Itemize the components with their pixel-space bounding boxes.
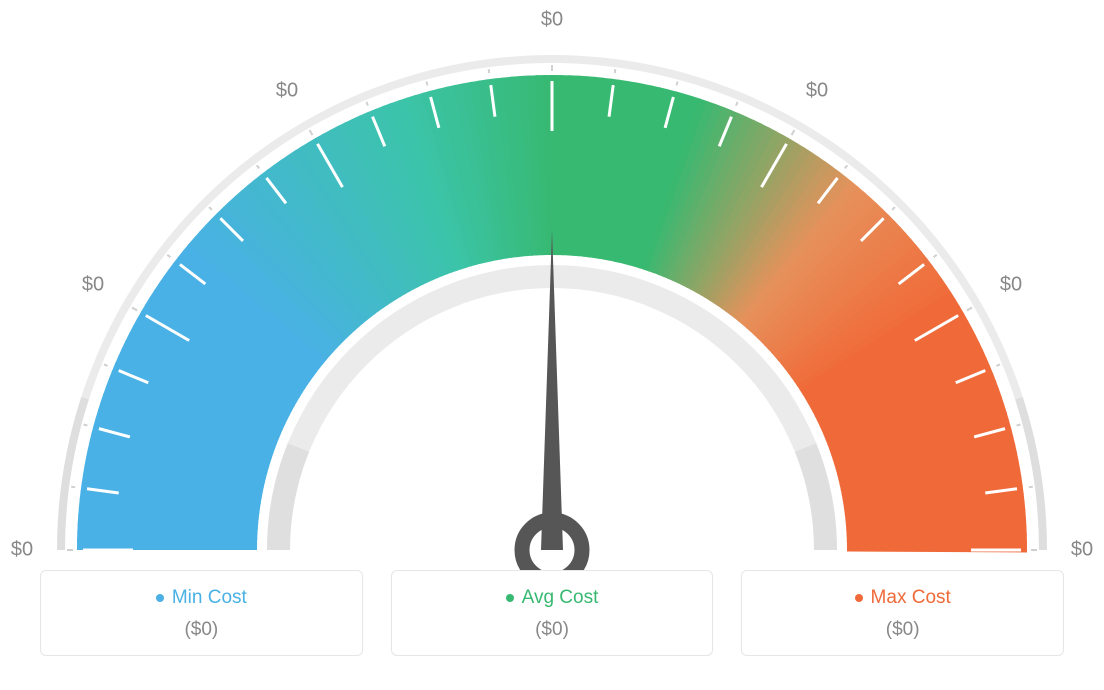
legend-label-min: Min Cost [172,587,247,609]
gauge-scale-label: $0 [541,9,563,32]
gauge-scale-label: $0 [1000,274,1022,297]
legend-title-avg: Avg Cost [506,587,599,609]
gauge-scale-label: $0 [11,539,33,562]
legend-title-max: Max Cost [855,587,951,609]
gauge-scale-label: $0 [82,274,104,297]
legend-value-min: ($0) [41,619,362,641]
legend-card-min: Min Cost ($0) [40,570,363,656]
legend-value-max: ($0) [742,619,1063,641]
gauge-scale-label: $0 [276,80,298,103]
gauge-svg [0,0,1104,570]
legend-value-avg: ($0) [392,619,713,641]
legend-card-max: Max Cost ($0) [741,570,1064,656]
legend-dot-max [855,594,863,602]
gauge-scale-label: $0 [806,80,828,103]
legend-dot-avg [506,594,514,602]
legend-dot-min [156,594,164,602]
legend-label-max: Max Cost [871,587,951,609]
legend-card-avg: Avg Cost ($0) [391,570,714,656]
legend-label-avg: Avg Cost [522,587,599,609]
gauge-chart: $0 $0 $0 $0 $0 $0 $0 [0,0,1104,570]
gauge-scale-label: $0 [1071,539,1093,562]
legend-title-min: Min Cost [156,587,247,609]
legend-row: Min Cost ($0) Avg Cost ($0) Max Cost ($0… [0,570,1104,656]
